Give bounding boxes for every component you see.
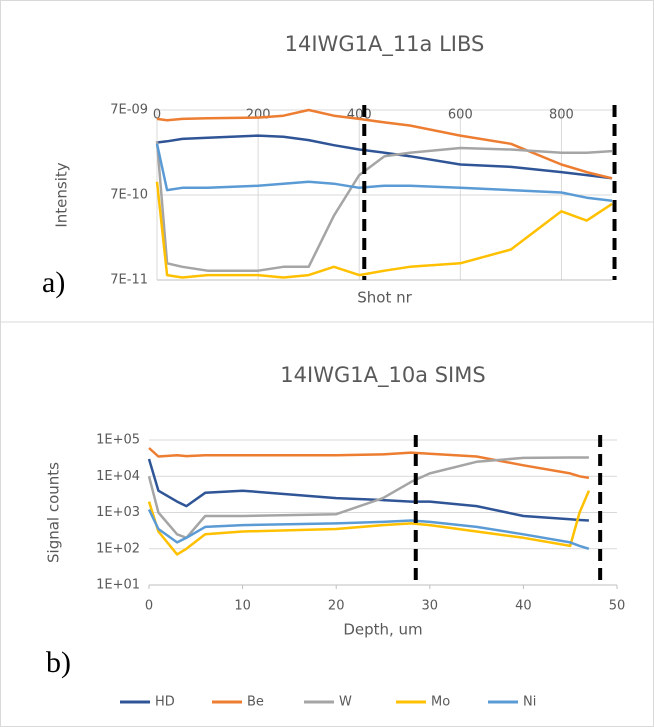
- x-tick-label: 200: [246, 108, 271, 123]
- chart-title: 14IWG1A_11a LIBS: [285, 32, 485, 57]
- x-tick-label: 10: [234, 599, 251, 614]
- x-tick-label: 0: [145, 599, 153, 614]
- x-tick-label: 40: [515, 599, 532, 614]
- x-tick-label: 800: [549, 108, 574, 123]
- legend-label: HD: [155, 695, 175, 710]
- x-tick-label: 50: [609, 599, 626, 614]
- y-axis-label: Intensity: [53, 162, 71, 227]
- panel-label: b): [46, 646, 71, 679]
- series-line: [148, 447, 590, 480]
- x-tick-label: 0: [153, 108, 161, 123]
- series-line: [147, 509, 590, 550]
- series-line: [156, 108, 613, 180]
- series-line: [155, 141, 613, 272]
- y-axis-label: Signal counts: [45, 462, 63, 563]
- y-tick-label: 1E+02: [96, 541, 140, 556]
- y-tick-label: 7E-11: [110, 273, 148, 288]
- series-line: [147, 458, 589, 522]
- series-line: [155, 143, 613, 202]
- legend-label: Be: [247, 695, 264, 710]
- x-tick-label: 20: [328, 599, 345, 614]
- series-line: [147, 490, 591, 556]
- panel-label: a): [42, 266, 65, 299]
- x-tick-label: 30: [422, 599, 439, 614]
- chart-title: 14IWG1A_10a SIMS: [280, 363, 485, 388]
- series-line: [147, 456, 589, 540]
- y-tick-label: 1E+01: [96, 578, 140, 593]
- y-tick-label: 7E-09: [110, 103, 148, 118]
- legend-label: Ni: [523, 695, 536, 710]
- y-tick-label: 7E-10: [110, 188, 148, 203]
- legend-label: W: [339, 695, 352, 710]
- series-line: [155, 181, 613, 279]
- legend-label: Mo: [431, 695, 450, 710]
- y-tick-label: 1E+04: [96, 469, 140, 484]
- y-tick-label: 1E+03: [96, 505, 140, 520]
- x-tick-label: 600: [448, 108, 473, 123]
- series-line: [156, 134, 613, 180]
- x-axis-label: Depth, um: [343, 621, 422, 639]
- y-tick-label: 1E+05: [96, 433, 140, 448]
- x-axis-label: Shot nr: [357, 289, 412, 307]
